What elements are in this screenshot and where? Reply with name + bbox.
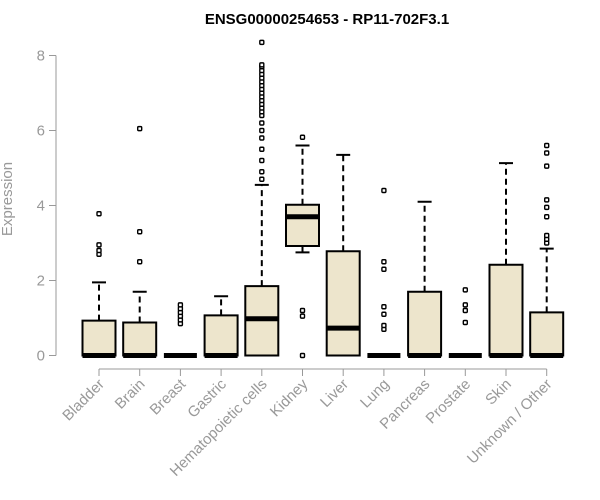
box-kidney [285, 134, 320, 359]
outlier-point [177, 302, 184, 308]
outlier-point [259, 176, 265, 182]
box-liver [325, 153, 361, 357]
plot-area [81, 39, 565, 359]
box-pancreas [407, 200, 443, 358]
x-tick-label: Lung [357, 376, 393, 412]
outlier-point [462, 307, 468, 314]
outlier-point [299, 134, 306, 140]
outlier-point [462, 287, 468, 293]
outlier-point [462, 302, 468, 308]
outlier-point [136, 125, 143, 132]
y-axis-label: Expression [0, 162, 16, 236]
outlier-point [96, 242, 102, 248]
outlier-point [259, 62, 265, 68]
y-tick-label: 0 [37, 348, 45, 365]
outlier-point [259, 135, 265, 141]
outlier-point [381, 311, 387, 317]
y-tick-label: 2 [37, 273, 45, 290]
outlier-point [136, 229, 143, 235]
outlier-point [259, 127, 265, 134]
outlier-point [299, 352, 306, 359]
x-tick-label: Breast [147, 375, 190, 418]
outlier-point [544, 150, 550, 156]
outlier-point [259, 157, 265, 164]
box-lung [367, 187, 401, 358]
box-prostate [448, 287, 482, 358]
box-breast [163, 302, 197, 358]
box-gastric [203, 295, 239, 358]
box-iqr [529, 311, 565, 357]
box-unknown-other [529, 142, 565, 358]
outlier-point [544, 163, 550, 169]
box-bladder [81, 211, 117, 358]
box-iqr [488, 263, 524, 357]
outlier-point [381, 259, 387, 265]
outlier-point [259, 120, 265, 126]
box-iqr [325, 250, 361, 357]
x-tick-label: Brain [112, 376, 149, 413]
outlier-point [381, 322, 387, 329]
outlier-point [462, 319, 468, 326]
outlier-point [259, 146, 265, 152]
outlier-point [259, 169, 265, 175]
box-iqr [203, 314, 239, 357]
x-tick-label: Kidney [267, 375, 312, 420]
outlier-point [381, 187, 387, 194]
outlier-point [544, 197, 550, 203]
outlier-point [381, 266, 387, 272]
x-tick-label: Liver [317, 376, 352, 411]
box-skin [488, 162, 524, 358]
outlier-point [259, 39, 265, 46]
y-tick-label: 4 [37, 198, 45, 215]
box-iqr [285, 203, 320, 247]
box-brain [122, 125, 158, 358]
outlier-point [544, 232, 550, 239]
outlier-point [96, 211, 102, 217]
outlier-point [544, 204, 550, 211]
outlier-point [381, 304, 387, 310]
outlier-point [96, 247, 102, 254]
y-tick-label: 6 [37, 123, 45, 140]
outlier-point [544, 214, 550, 220]
x-tick-label: Bladder [59, 376, 108, 425]
outlier-point [136, 259, 143, 265]
outlier-point [299, 307, 306, 314]
outlier-point [299, 313, 306, 319]
x-tick-label: Prostate [423, 376, 475, 428]
chart-title: ENSG00000254653 - RP11-702F3.1 [205, 11, 449, 28]
y-tick-label: 8 [37, 48, 45, 65]
box-iqr [407, 290, 443, 357]
box-hematopoietic-cells [244, 39, 280, 357]
outlier-point [544, 142, 550, 149]
box-iqr [81, 319, 117, 357]
box-iqr [122, 321, 158, 357]
x-tick-label: Skin [482, 376, 515, 409]
